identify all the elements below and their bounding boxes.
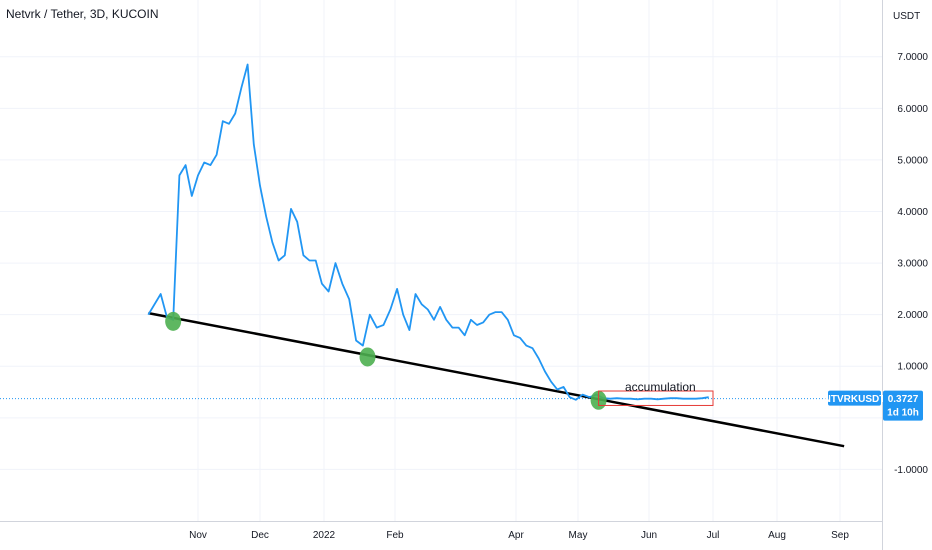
touch-point-marker[interactable] xyxy=(165,311,182,331)
y-tick-label: 6.0000 xyxy=(897,104,928,115)
accumulation-box[interactable] xyxy=(598,390,714,406)
y-axis-unit-label: USDT xyxy=(893,11,920,22)
x-tick-label: Sep xyxy=(831,530,849,541)
chart-title: Netvrk / Tether, 3D, KUCOIN xyxy=(6,7,159,21)
price-series-line[interactable] xyxy=(147,63,709,401)
x-tick-label: 2022 xyxy=(313,530,336,541)
y-tick-label: 7.0000 xyxy=(897,52,928,63)
symbol-tag-label: NTVRKUSDT xyxy=(824,394,886,405)
x-tick-label: Apr xyxy=(508,530,524,541)
x-tick-label: Feb xyxy=(386,530,404,541)
y-tick-label: 1.0000 xyxy=(897,362,928,373)
x-tick-label: Jul xyxy=(707,530,720,541)
support-trendline[interactable] xyxy=(148,311,845,448)
y-tick-label: 2.0000 xyxy=(897,310,928,321)
y-tick-label: 4.0000 xyxy=(897,207,928,218)
x-tick-label: Aug xyxy=(768,530,786,541)
x-tick-label: May xyxy=(569,530,588,541)
bar-countdown: 1d 10h xyxy=(887,408,919,419)
symbol-tag xyxy=(828,390,881,406)
last-price-tag xyxy=(883,390,923,421)
accumulation-label: accumulation xyxy=(625,380,696,394)
x-tick-label: Dec xyxy=(251,530,269,541)
x-tick-label: Nov xyxy=(189,530,207,541)
y-tick-label: -1.0000 xyxy=(894,465,928,476)
x-tick-label: Jun xyxy=(641,530,657,541)
touch-point-marker[interactable] xyxy=(359,347,376,367)
last-price-value: 0.3727 xyxy=(888,394,919,405)
y-tick-label: 5.0000 xyxy=(897,155,928,166)
y-tick-label: 3.0000 xyxy=(897,259,928,270)
